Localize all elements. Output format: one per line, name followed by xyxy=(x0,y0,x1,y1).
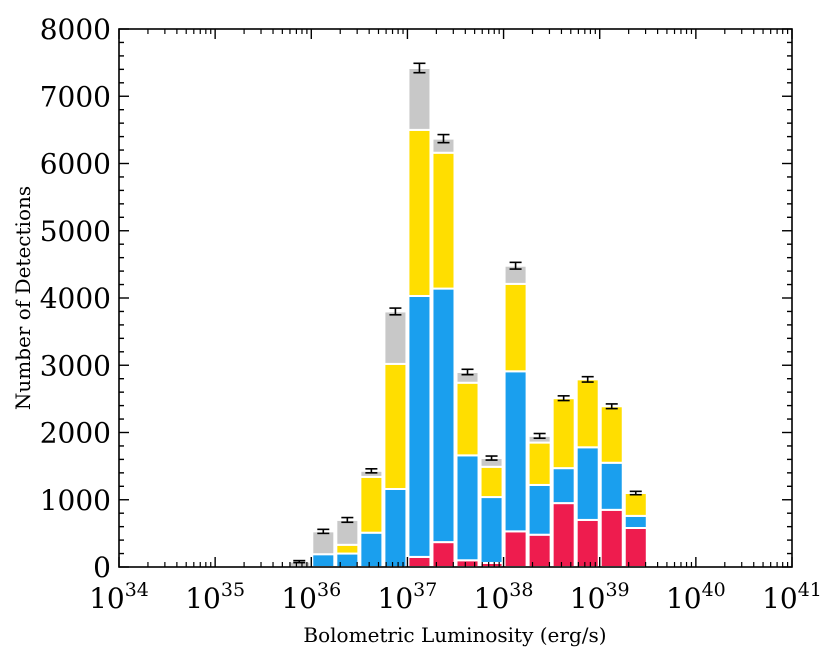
error-bar xyxy=(461,368,474,376)
error-bar xyxy=(437,133,450,144)
error-bar xyxy=(605,403,618,410)
bar-segment-blue xyxy=(503,370,528,533)
bar-segment-blue xyxy=(599,461,624,511)
error-bar xyxy=(581,375,594,383)
x-axis-label: Bolometric Luminosity (erg/s) xyxy=(303,623,606,647)
error-bar xyxy=(293,559,306,564)
y-axis-label: Number of Detections xyxy=(11,186,35,410)
error-bar xyxy=(629,490,642,496)
y-tick-label: 3000 xyxy=(40,349,111,382)
y-tick-label: 8000 xyxy=(40,13,111,46)
bar-segment-yellow xyxy=(599,405,624,464)
bar-segment-yellow xyxy=(551,397,576,470)
bar-segment-yellow xyxy=(335,543,360,555)
y-tick-label: 6000 xyxy=(40,148,111,181)
bar-segment-yellow xyxy=(623,492,648,517)
bar-segment-gray xyxy=(383,310,408,365)
bar-segment-gray xyxy=(311,530,336,556)
error-bar xyxy=(413,62,426,74)
bar-segment-blue xyxy=(383,487,408,568)
y-tick-label: 0 xyxy=(93,551,111,584)
y-tick-label: 5000 xyxy=(40,215,111,248)
x-tick-label: 1035 xyxy=(185,579,245,615)
bar-segment-gray xyxy=(407,67,432,131)
bar-segment-yellow xyxy=(479,465,504,499)
bar-segment-red xyxy=(431,541,456,568)
x-tick-labels: 1034 1035 1036 1037 1038 1039 1040 1041 xyxy=(89,579,822,615)
bar-segment-gray xyxy=(335,518,360,546)
x-tick-label: 1038 xyxy=(474,579,534,615)
bar-segment-yellow xyxy=(407,128,432,297)
ticks-layer xyxy=(118,28,793,568)
bar-segment-red xyxy=(407,555,432,568)
bar-segment-blue xyxy=(431,287,456,544)
x-tick-label: 1034 xyxy=(89,579,149,615)
errorbars-layer xyxy=(293,62,642,564)
bar-segment-blue xyxy=(527,483,552,536)
bar-segment-red xyxy=(551,502,576,568)
bar-segment-blue xyxy=(335,552,360,568)
bar-segment-blue xyxy=(359,531,384,569)
bar-segment-yellow xyxy=(383,362,408,490)
bar-segment-blue xyxy=(575,446,600,521)
x-tick-label: 1039 xyxy=(570,579,630,615)
x-tick-label: 1040 xyxy=(666,579,726,615)
bar-segment-yellow xyxy=(359,475,384,534)
error-bar xyxy=(341,516,354,524)
x-tick-label: 1041 xyxy=(762,579,822,615)
bar-segment-yellow xyxy=(503,282,528,373)
error-bar xyxy=(533,432,546,440)
bar-segment-yellow xyxy=(527,441,552,486)
bar-segment-blue xyxy=(455,454,480,562)
y-tick-labels: 0 1000 2000 3000 4000 5000 6000 7000 8000 xyxy=(40,13,111,584)
bar-segment-red xyxy=(623,526,648,568)
y-tick-label: 7000 xyxy=(40,80,111,113)
bar-segment-blue xyxy=(551,467,576,505)
y-tick-label: 2000 xyxy=(40,417,111,450)
bar-segment-red xyxy=(599,508,624,568)
error-bar xyxy=(389,307,402,316)
bar-segment-yellow xyxy=(575,378,600,449)
bar-segment-blue xyxy=(623,514,648,529)
bar-segment-red xyxy=(527,533,552,568)
bar-segment-red xyxy=(503,530,528,568)
y-tick-label: 1000 xyxy=(40,484,111,517)
bar-segment-blue xyxy=(311,553,336,568)
error-bar xyxy=(485,455,498,461)
error-bar xyxy=(365,468,378,474)
bar-segment-blue xyxy=(479,496,504,564)
bar-segment-yellow xyxy=(431,151,456,290)
error-bar xyxy=(557,395,570,402)
x-tick-label: 1036 xyxy=(281,579,341,615)
error-bar xyxy=(317,528,330,535)
bars-layer xyxy=(287,67,648,569)
y-tick-label: 4000 xyxy=(40,282,111,315)
bar-segment-red xyxy=(575,518,600,568)
bar-segment-yellow xyxy=(455,381,480,457)
x-tick-label: 1037 xyxy=(378,579,438,615)
bar-segment-red xyxy=(455,559,480,569)
bar-segment-blue xyxy=(407,294,432,558)
error-bar xyxy=(509,261,522,270)
